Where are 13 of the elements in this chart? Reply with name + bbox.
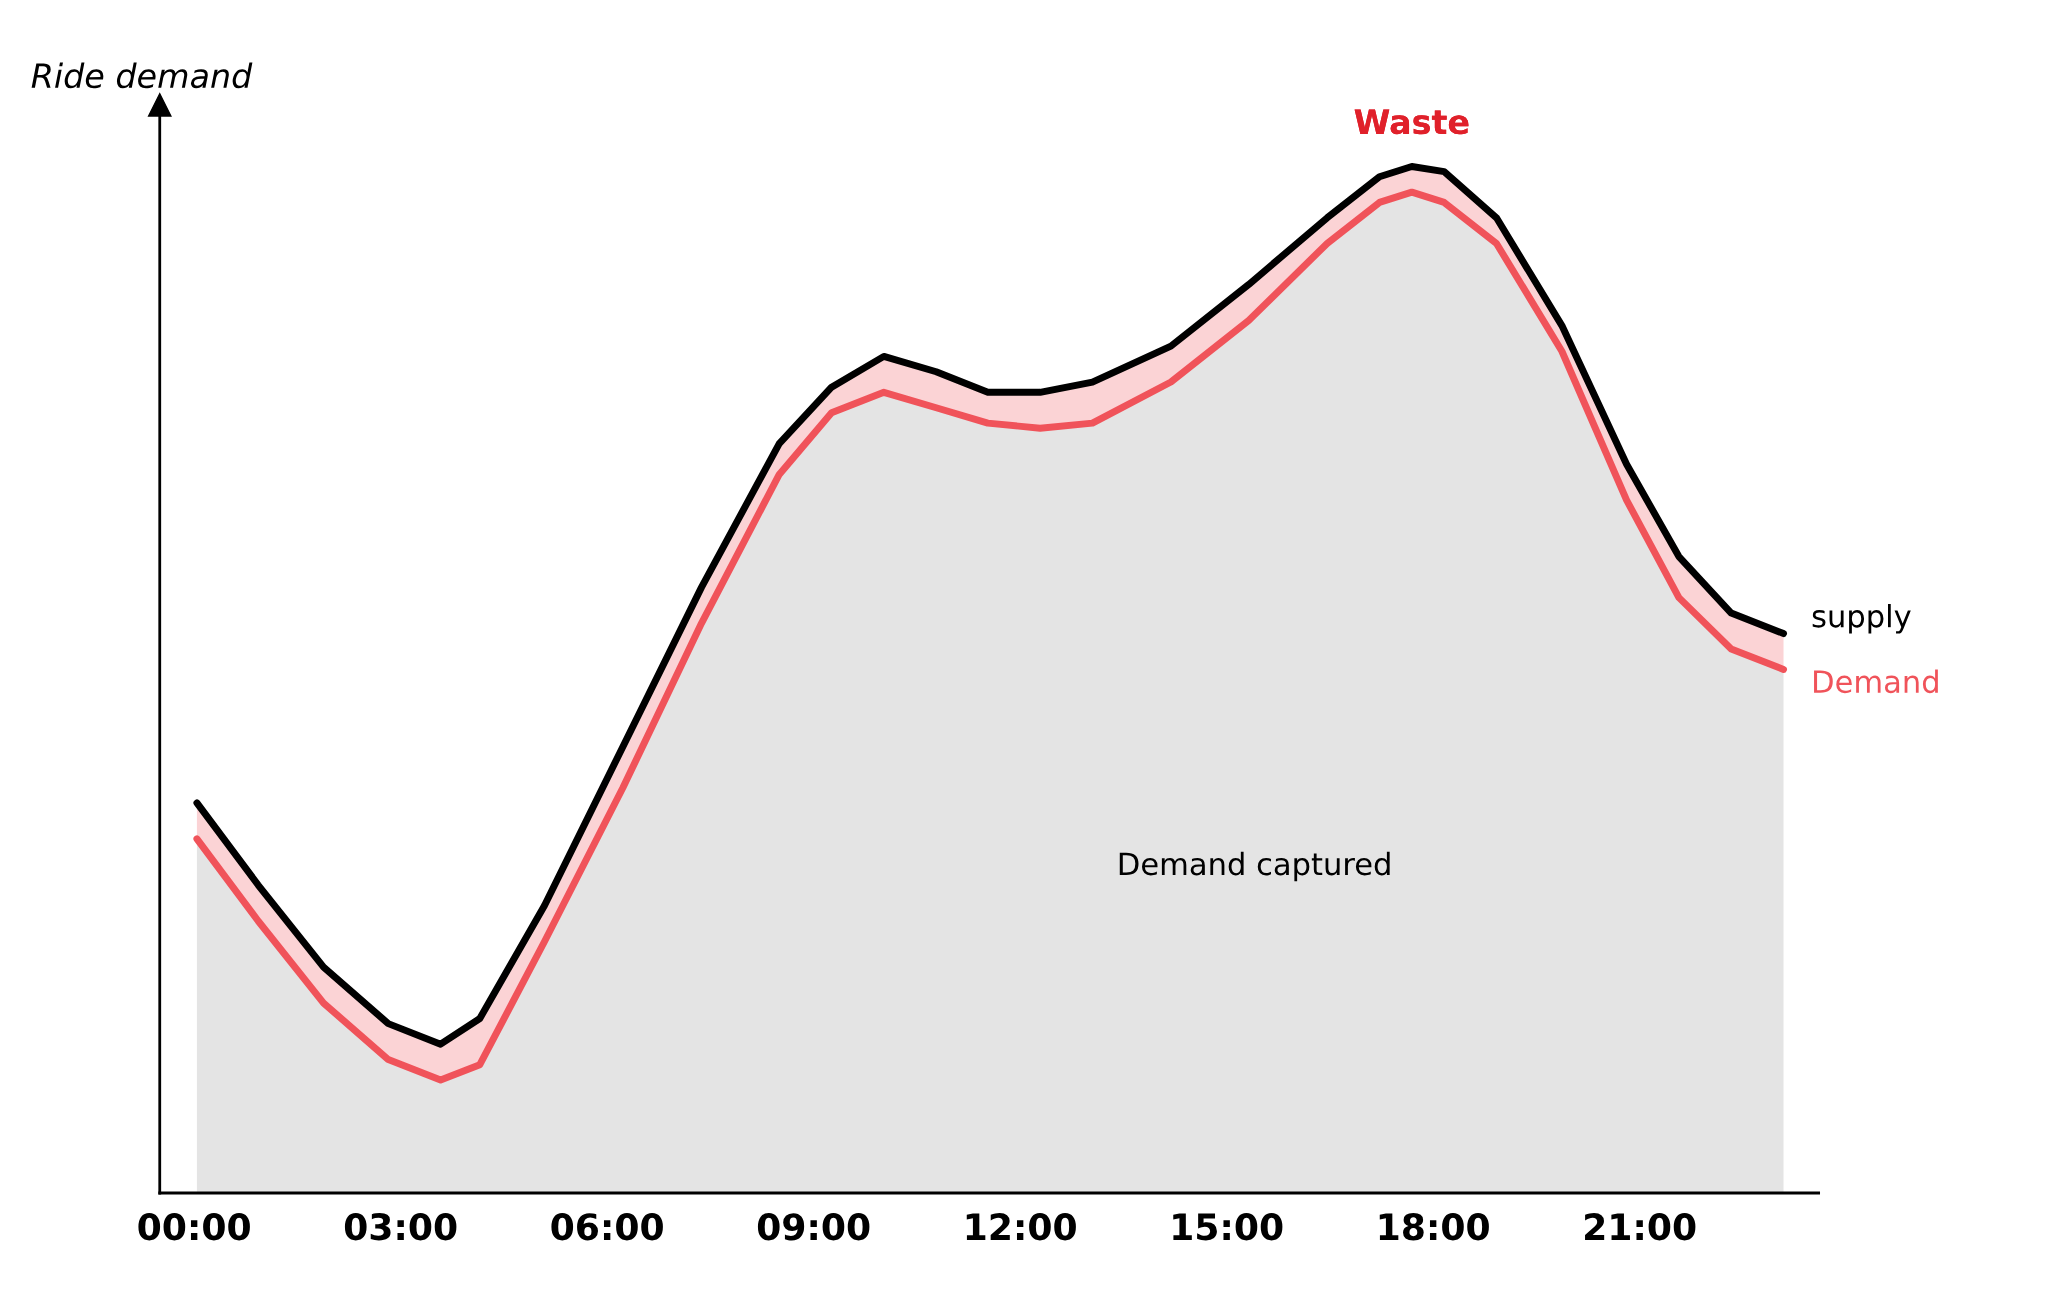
x-tick-label: 15:00 [1173, 1213, 1283, 1241]
x-tick-label: 21:00 [1585, 1213, 1696, 1241]
y-axis-title: Ride demand [31, 62, 253, 89]
x-tick-label: 03:00 [344, 1213, 457, 1241]
text: Waste [1354, 109, 1469, 135]
annotation: Demand captured [1119, 851, 1390, 882]
x-tick-label: 06:00 [551, 1213, 663, 1241]
series-label: Demand [1814, 669, 1938, 694]
series-label: supply [1812, 603, 1911, 634]
x-tick-label: 18:00 [1379, 1213, 1489, 1241]
x-tick-label: 12:00 [966, 1213, 1076, 1241]
x-tick-label: 09:00 [757, 1213, 870, 1241]
x-tick-label: 00:00 [138, 1213, 250, 1241]
